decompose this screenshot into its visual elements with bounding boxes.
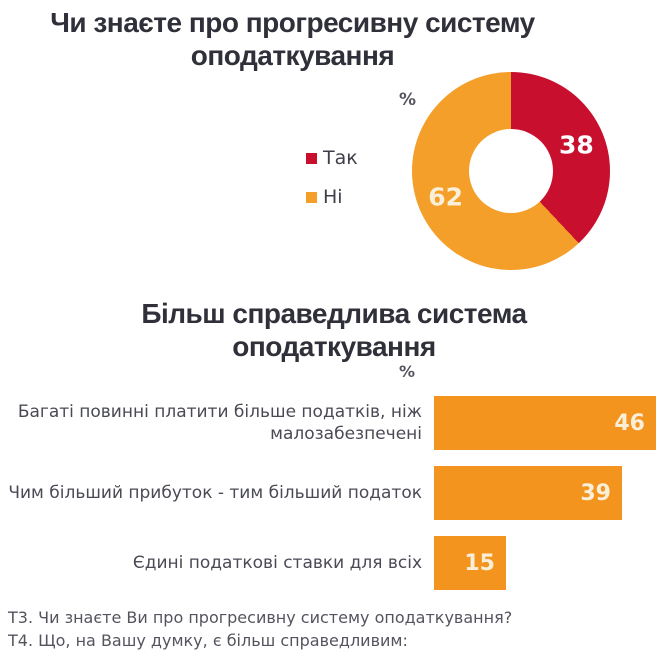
donut-chart: 38 62	[412, 72, 610, 270]
bar: 15	[434, 536, 506, 590]
bar-row-1: Чим більший прибуток - тим більший подат…	[0, 466, 668, 520]
bar-category-label: Єдині податкові ставки для всіх	[132, 553, 422, 573]
donut-hole	[469, 129, 553, 213]
bar: 39	[434, 466, 622, 520]
footnote-t4: Т4. Що, на Вашу думку, є більш справедли…	[8, 631, 408, 650]
bar-category-label: Багаті повинні платити більше податків, …	[17, 402, 422, 444]
bar-value: 39	[580, 480, 611, 506]
bar-row-0: Багаті повинні платити більше податків, …	[0, 396, 668, 450]
donut-slice-value-0: 38	[558, 130, 594, 160]
legend-swatch-icon	[306, 152, 317, 164]
bar: 46	[434, 396, 656, 450]
legend-swatch-icon	[306, 191, 317, 203]
bar-row-2: Єдині податкові ставки для всіх 15	[0, 536, 668, 590]
donut-chart-title: Чи знаєте про прогресивну систему оподат…	[50, 7, 535, 71]
legend-label: Ні	[323, 186, 343, 208]
bar-chart: Багаті повинні платити більше податків, …	[0, 396, 668, 606]
donut-legend: Так Ні	[306, 147, 358, 225]
bar-unit-label: %	[399, 362, 416, 381]
bar-value: 15	[464, 550, 495, 576]
legend-item-0: Так	[306, 147, 358, 169]
footnote-t3: Т3. Чи знаєте Ви про прогресивну систему…	[8, 608, 513, 627]
bar-category-label: Чим більший прибуток - тим більший подат…	[8, 483, 422, 503]
bar-value: 46	[614, 410, 645, 436]
donut-slice-value-1: 62	[428, 182, 464, 212]
donut-unit-label: %	[399, 90, 417, 110]
legend-label: Так	[323, 147, 358, 169]
bar-chart-title: Більш справедлива система оподаткування	[141, 298, 527, 362]
legend-item-1: Ні	[306, 186, 358, 208]
footnotes: Т3. Чи знаєте Ви про прогресивну систему…	[8, 606, 512, 652]
